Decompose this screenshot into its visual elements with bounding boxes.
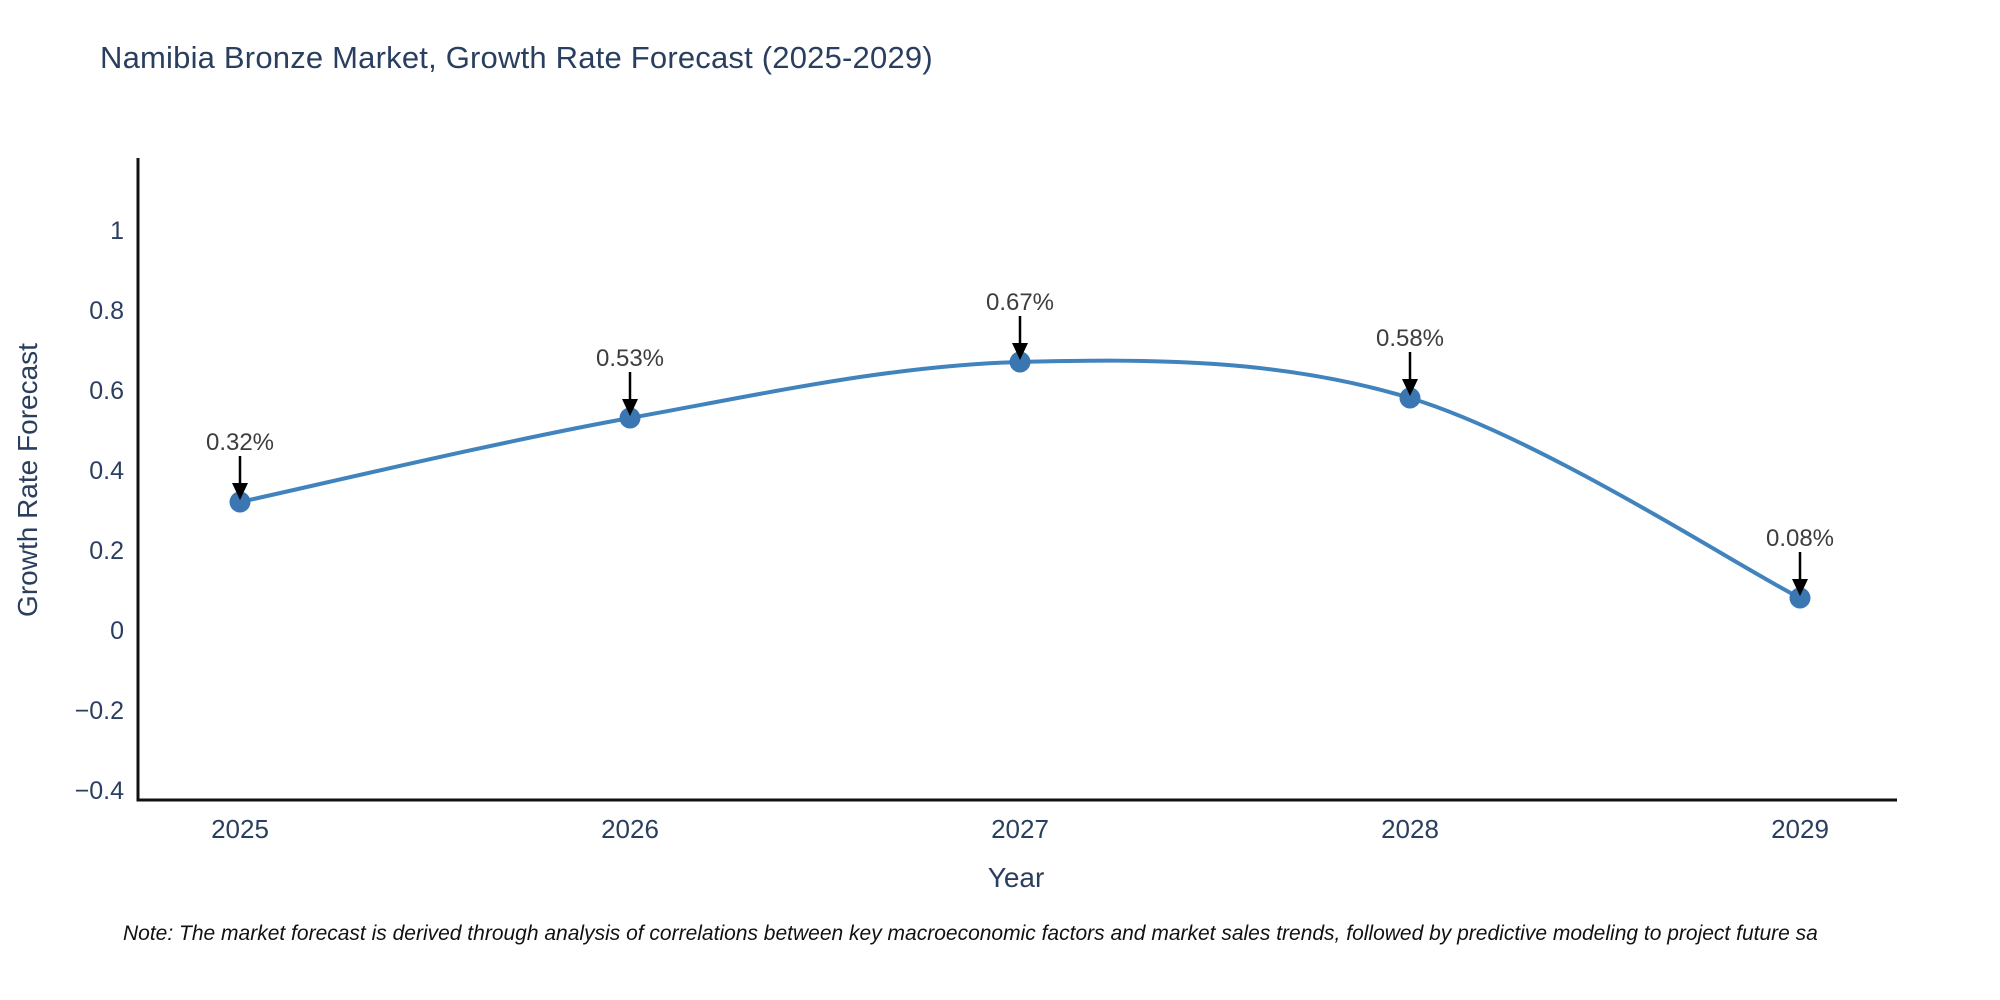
y-axis-title: Growth Rate Forecast [12, 343, 43, 617]
footnote: Note: The market forecast is derived thr… [123, 922, 1818, 945]
data-point-label: 0.67% [986, 289, 1054, 316]
annotation-arrowhead [1402, 379, 1418, 396]
x-tick-label: 2028 [1381, 814, 1439, 844]
data-point-marker [229, 491, 251, 513]
y-tick-label: 0.8 [89, 297, 124, 325]
data-point-marker [619, 407, 641, 429]
data-point-label: 0.58% [1376, 325, 1444, 352]
annotation-arrowhead [1012, 343, 1028, 360]
x-tick-label: 2029 [1771, 814, 1829, 844]
y-tick-label: 0.6 [89, 377, 124, 405]
chart-title: Namibia Bronze Market, Growth Rate Forec… [100, 40, 933, 75]
x-axis-title: Year [987, 862, 1045, 893]
y-tick-label: 0 [110, 617, 124, 645]
y-tick-label: 0.4 [89, 457, 124, 485]
x-tick-label: 2025 [211, 814, 269, 844]
data-point-marker [1399, 387, 1421, 409]
forecast-line [238, 358, 1802, 600]
y-tick-label: 1 [110, 217, 124, 245]
data-point-label: 0.53% [596, 345, 664, 372]
annotation-arrowhead [232, 483, 248, 500]
y-tick-label: −0.2 [75, 697, 124, 725]
x-tick-label: 2026 [601, 814, 659, 844]
y-tick-label: −0.4 [75, 777, 124, 805]
annotation-arrowhead [622, 399, 638, 416]
x-tick-label: 2027 [991, 814, 1049, 844]
data-point-label: 0.32% [206, 429, 274, 456]
data-point-marker [1789, 587, 1811, 609]
annotation-arrowhead [1792, 579, 1808, 596]
data-point-label: 0.08% [1766, 525, 1834, 552]
data-point-marker [1009, 351, 1031, 373]
y-tick-label: 0.2 [89, 537, 124, 565]
